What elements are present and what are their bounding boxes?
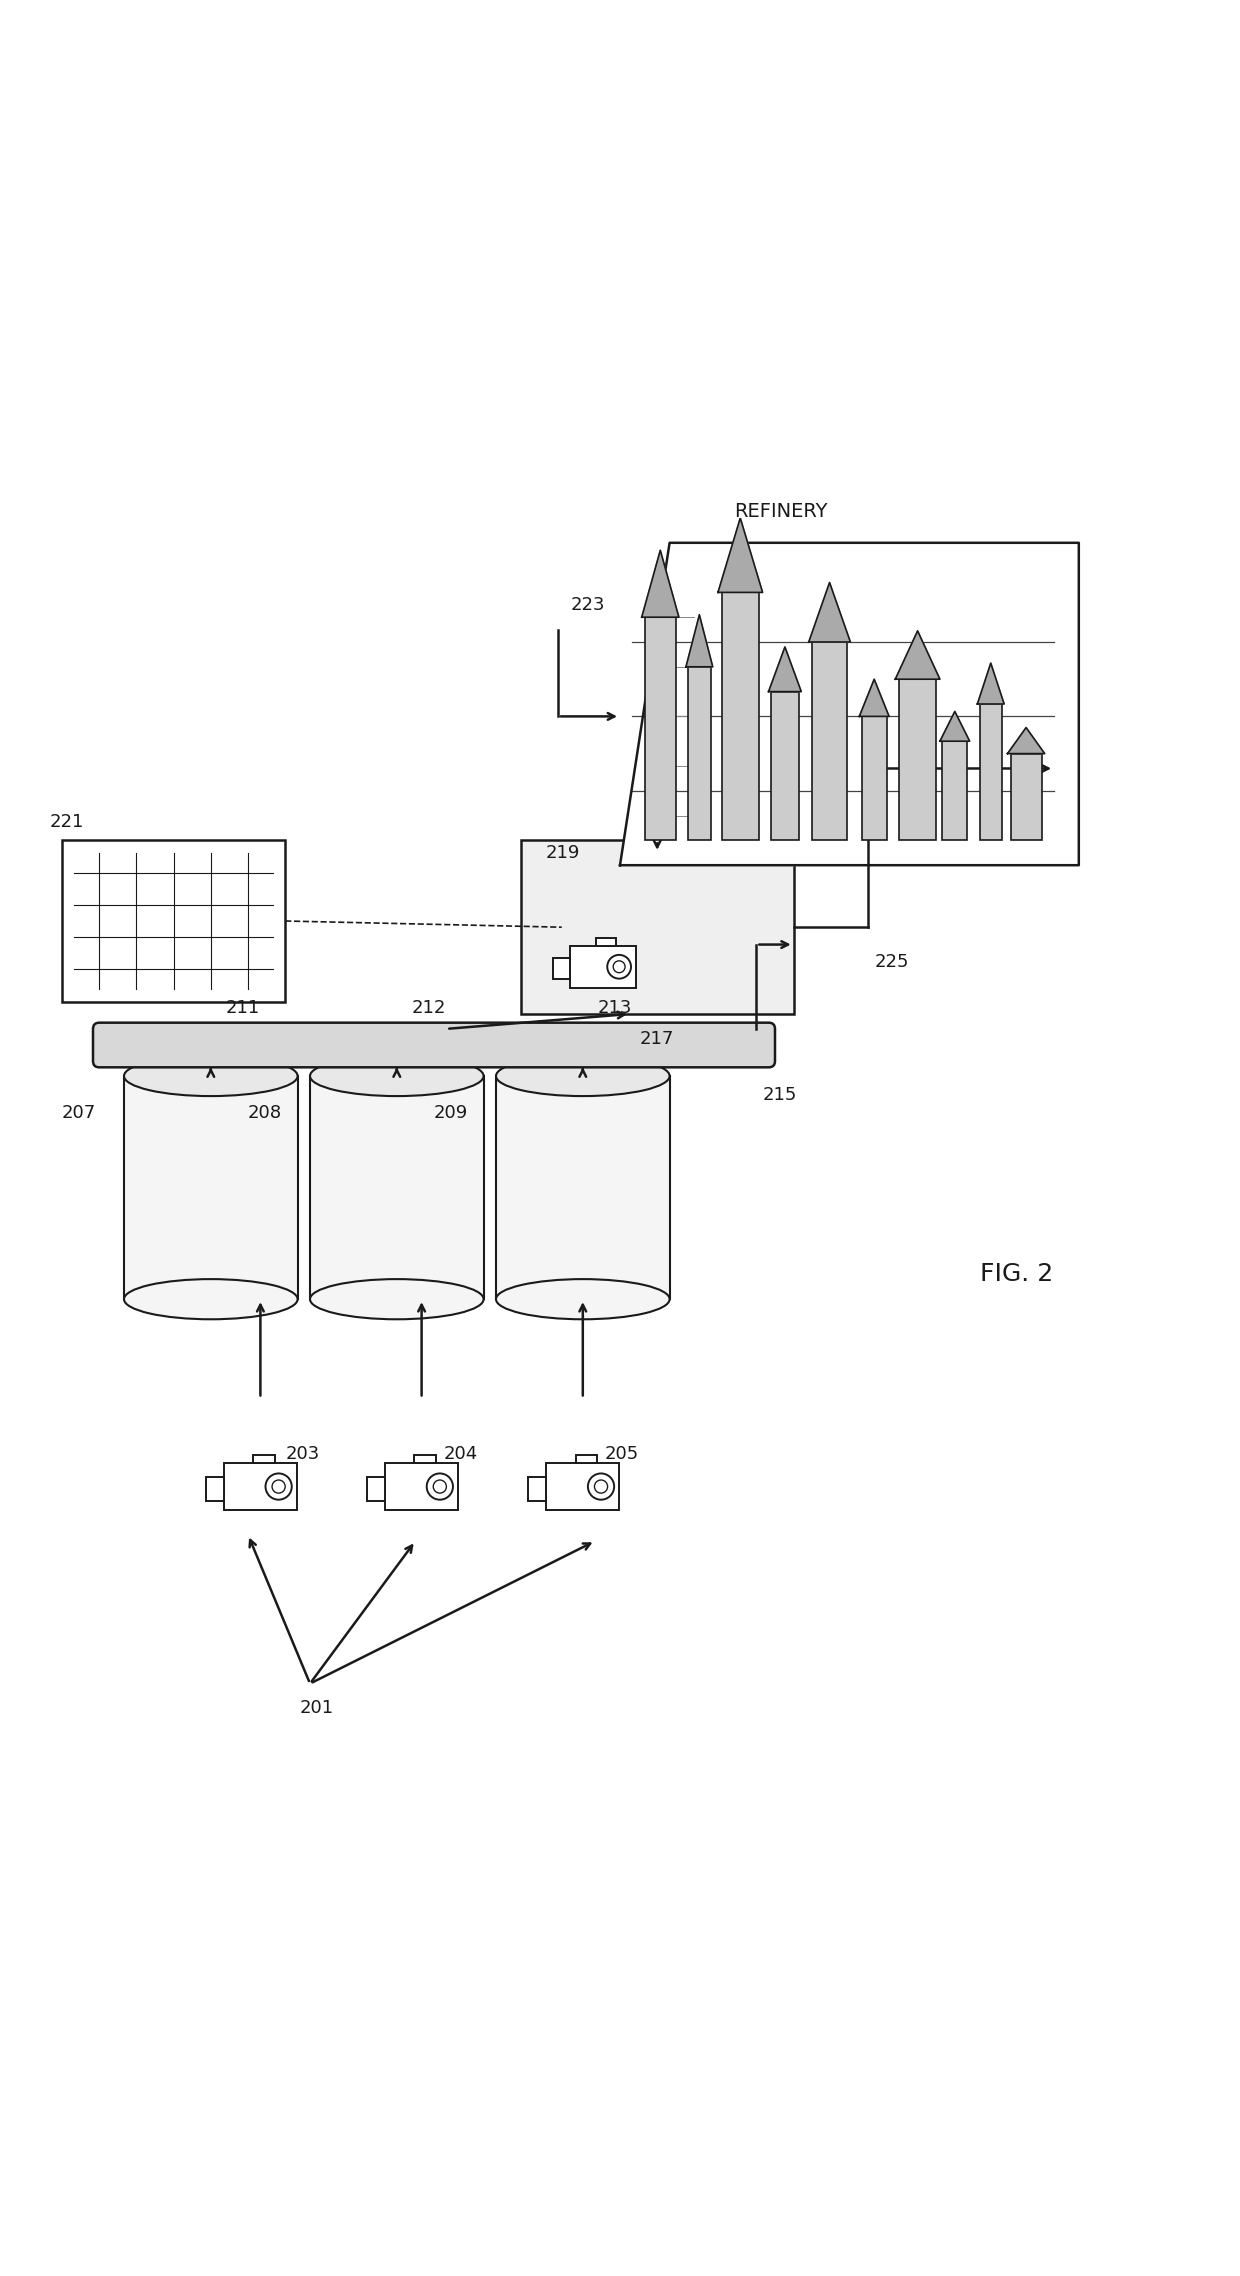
Text: 201: 201 xyxy=(299,1700,334,1718)
Polygon shape xyxy=(895,630,940,678)
Text: 208: 208 xyxy=(248,1104,283,1122)
Text: 211: 211 xyxy=(226,999,260,1017)
Polygon shape xyxy=(642,551,680,617)
Polygon shape xyxy=(1007,728,1044,753)
Text: 203: 203 xyxy=(285,1445,320,1463)
FancyBboxPatch shape xyxy=(528,1477,547,1500)
Bar xyxy=(62,840,285,1001)
Text: 204: 204 xyxy=(444,1445,479,1463)
FancyBboxPatch shape xyxy=(253,1454,275,1463)
FancyBboxPatch shape xyxy=(569,945,636,988)
Bar xyxy=(496,1077,670,1300)
Polygon shape xyxy=(808,583,851,642)
Bar xyxy=(722,592,759,840)
Text: 209: 209 xyxy=(434,1104,469,1122)
Bar xyxy=(942,742,967,840)
Bar xyxy=(812,642,847,840)
Bar xyxy=(899,678,936,840)
FancyBboxPatch shape xyxy=(206,1477,224,1500)
Polygon shape xyxy=(859,678,889,717)
Ellipse shape xyxy=(496,1279,670,1320)
Ellipse shape xyxy=(124,1056,298,1097)
Polygon shape xyxy=(940,712,970,742)
Polygon shape xyxy=(686,615,713,667)
Text: 205: 205 xyxy=(605,1445,640,1463)
Text: REFINERY: REFINERY xyxy=(734,503,827,521)
Text: 212: 212 xyxy=(412,999,446,1017)
Ellipse shape xyxy=(310,1056,484,1097)
Text: 221: 221 xyxy=(50,813,84,831)
Bar xyxy=(980,703,1002,840)
Polygon shape xyxy=(620,542,1079,865)
Bar xyxy=(771,692,799,840)
FancyBboxPatch shape xyxy=(386,1463,458,1509)
FancyBboxPatch shape xyxy=(575,1454,598,1463)
Polygon shape xyxy=(718,519,763,592)
FancyBboxPatch shape xyxy=(367,1477,386,1500)
Text: 207: 207 xyxy=(62,1104,97,1122)
Bar xyxy=(645,617,676,840)
Text: 219: 219 xyxy=(546,844,580,863)
Text: 223: 223 xyxy=(570,596,605,615)
Bar xyxy=(521,840,794,1015)
Bar xyxy=(862,717,887,840)
FancyBboxPatch shape xyxy=(414,1454,436,1463)
FancyBboxPatch shape xyxy=(547,1463,619,1509)
FancyBboxPatch shape xyxy=(596,938,616,945)
Text: 215: 215 xyxy=(763,1086,797,1104)
FancyBboxPatch shape xyxy=(224,1463,296,1509)
Text: 225: 225 xyxy=(874,954,909,972)
Ellipse shape xyxy=(310,1279,484,1320)
Bar xyxy=(688,667,711,840)
FancyBboxPatch shape xyxy=(93,1022,775,1067)
Text: 217: 217 xyxy=(640,1029,675,1047)
Text: 213: 213 xyxy=(598,999,632,1017)
Bar xyxy=(124,1077,298,1300)
Bar xyxy=(1011,753,1042,840)
Bar xyxy=(310,1077,484,1300)
Ellipse shape xyxy=(496,1056,670,1097)
Polygon shape xyxy=(977,662,1004,703)
FancyBboxPatch shape xyxy=(553,958,569,979)
Polygon shape xyxy=(769,646,801,692)
Text: FIG. 2: FIG. 2 xyxy=(980,1263,1054,1286)
Ellipse shape xyxy=(124,1279,298,1320)
